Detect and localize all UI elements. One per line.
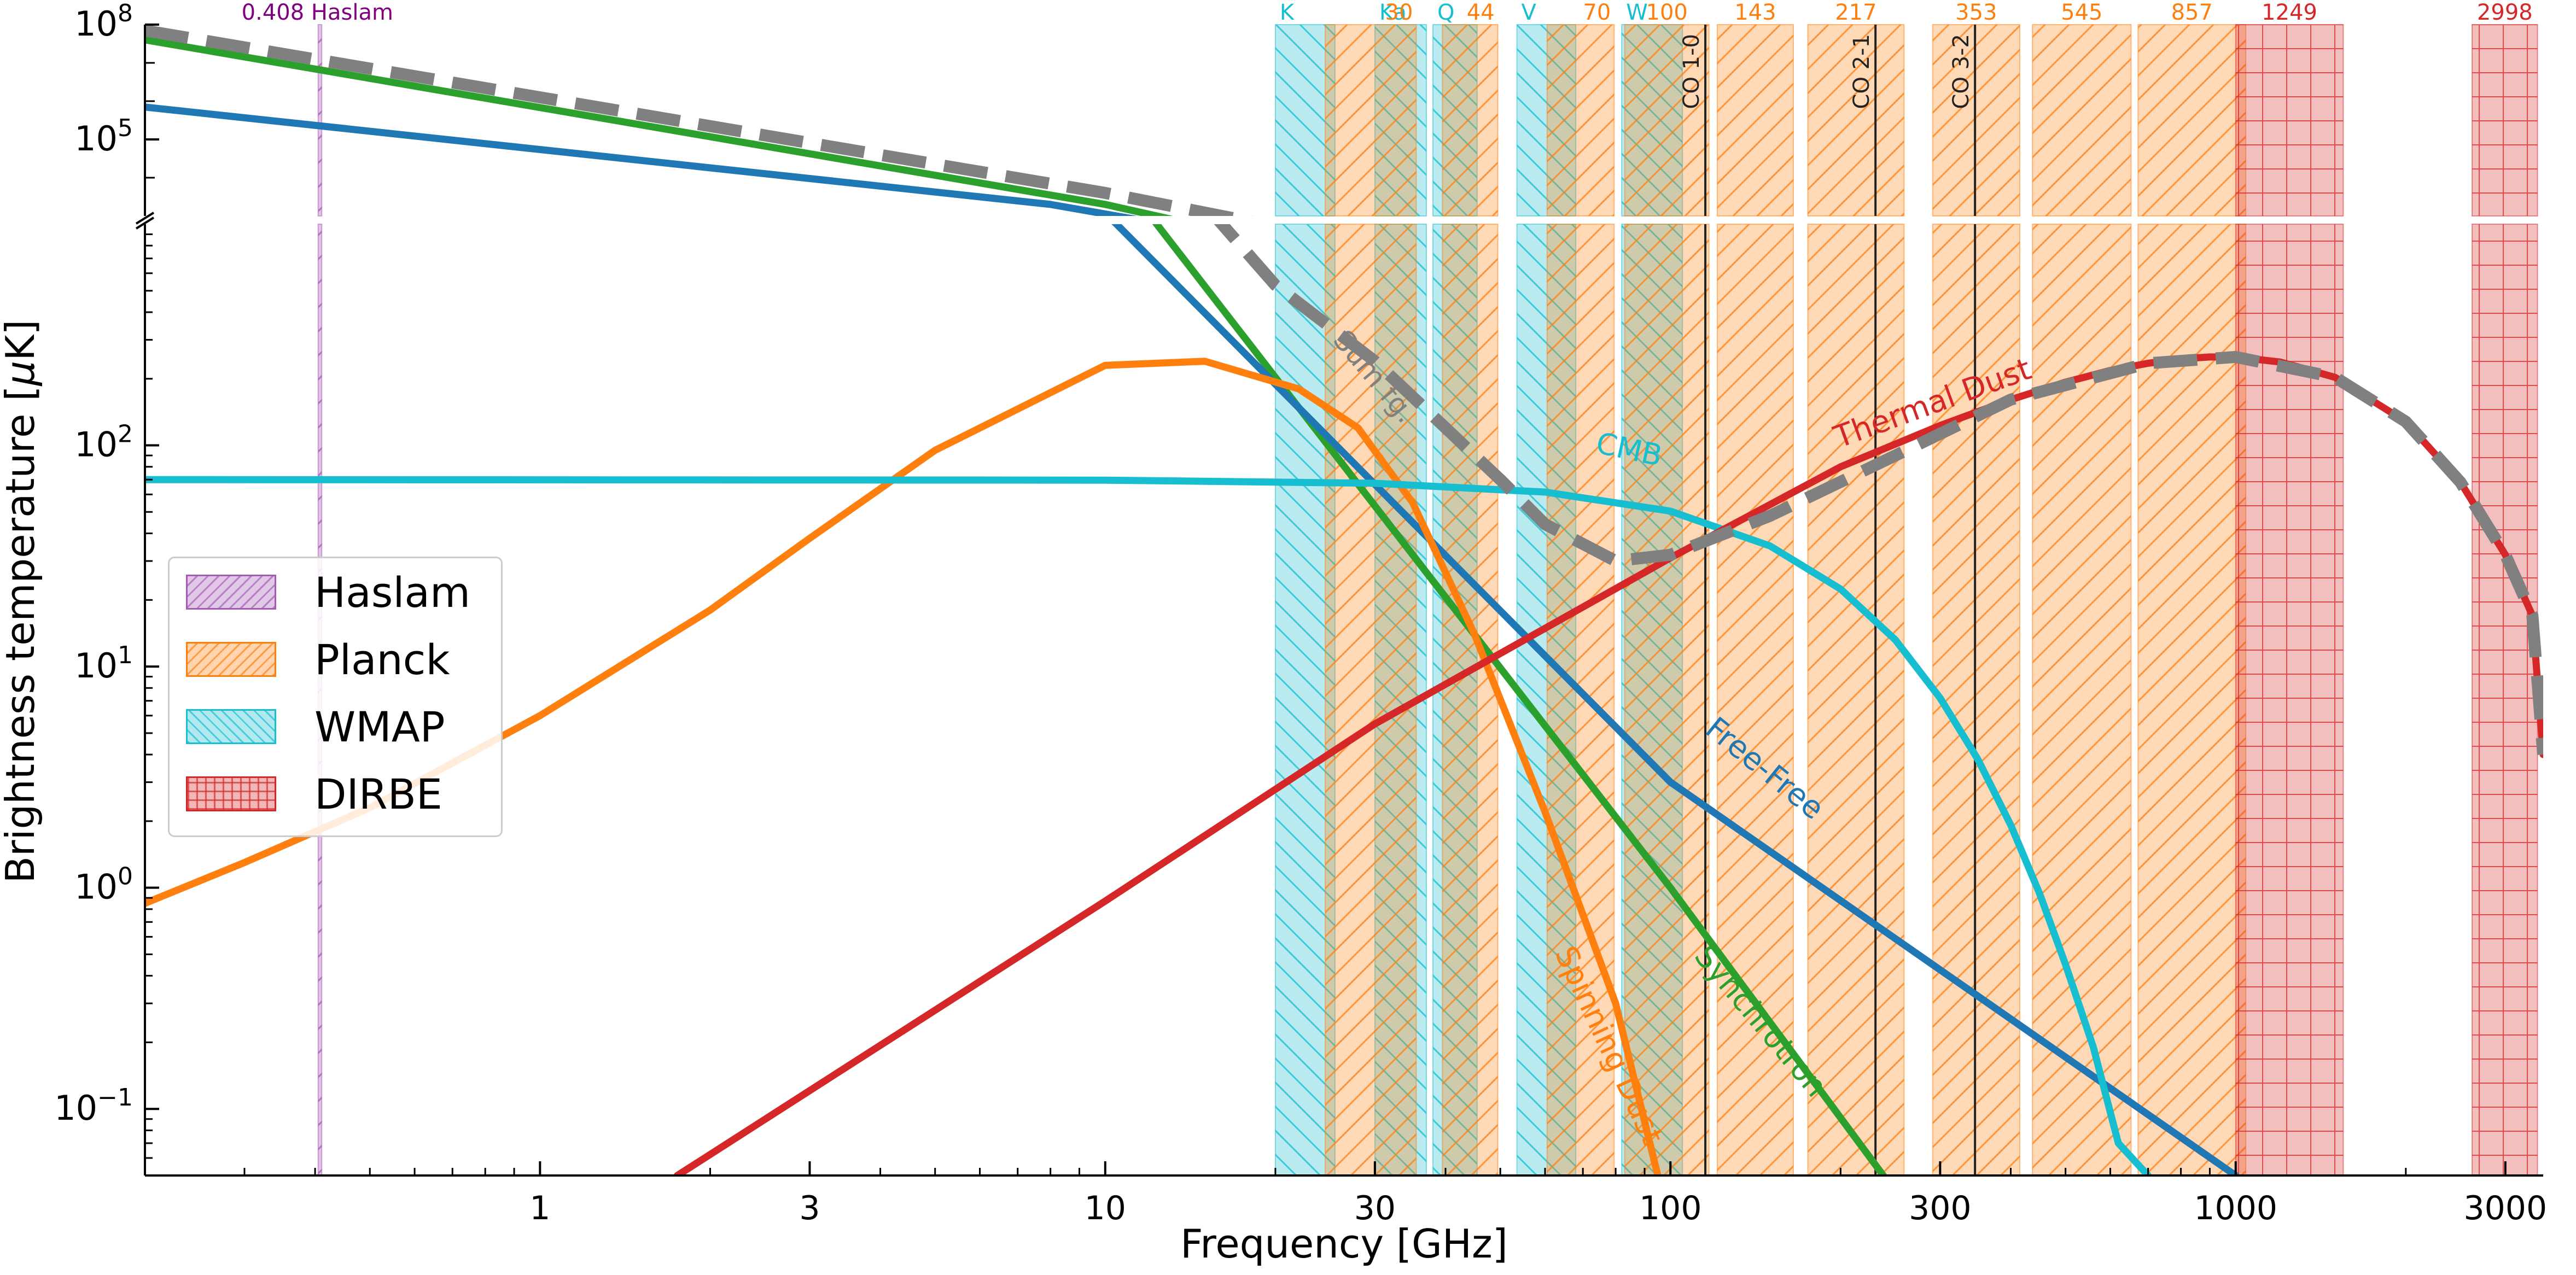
y-axis-label: Brightness temperature [μK]	[0, 319, 43, 883]
x-tick-label-3000: 3000	[2463, 1189, 2547, 1227]
x-tick-label-300: 300	[1909, 1189, 1972, 1227]
band-planck-217	[1807, 24, 1905, 1176]
y-tick-label-upper: 105	[74, 114, 133, 159]
legend-label-wmap: WMAP	[314, 702, 445, 751]
band-label-planck-353: 353	[1955, 0, 1997, 25]
series-line-cmb	[145, 476, 2152, 1175]
band-label-planck-143: 143	[1734, 0, 1776, 25]
band-label-planck-857: 857	[2171, 0, 2213, 25]
y-tick-label-lower: 100	[74, 863, 133, 907]
band-label-planck-70: 70	[1583, 0, 1611, 25]
band-hatch	[1547, 25, 1615, 216]
band-hatch	[1808, 25, 1904, 216]
band-hatch	[1808, 224, 1904, 1175]
legend-item-wmap: WMAP	[186, 702, 445, 751]
band-hatch	[2235, 25, 2344, 216]
legend-item-dirbe: DIRBE	[186, 769, 442, 818]
band-label-wmap-ka: Ka	[1379, 0, 1407, 25]
co-label-co-2-1: CO 2-1	[1849, 34, 1874, 109]
x-tick-label-10: 10	[1085, 1189, 1126, 1227]
legend-label-planck: Planck	[314, 635, 450, 684]
x-tick-label-1000: 1000	[2194, 1189, 2277, 1227]
band-hatch	[1717, 224, 1794, 1175]
band-planck-70	[1546, 24, 1615, 1176]
series-line-synchrotron	[1152, 224, 1887, 1175]
band-hatch	[1932, 25, 2020, 216]
band-label-planck-44: 44	[1467, 0, 1495, 25]
y-tick-label-lower: 102	[74, 420, 133, 465]
co-label-co-3-2: CO 3-2	[1949, 34, 1974, 109]
band-planck-857	[2137, 24, 2247, 1176]
band-hatch	[1717, 25, 1794, 216]
x-tick-label-100: 100	[1639, 1189, 1702, 1227]
x-axis-label: Frequency [GHz]	[1180, 1221, 1508, 1267]
legend-swatch-wmap	[186, 709, 276, 744]
y-tick-label-lower: 10−1	[54, 1084, 133, 1128]
band-label-planck-100: 100	[1646, 0, 1688, 25]
x-tick-label-3: 3	[799, 1189, 820, 1227]
axis-break-mark	[135, 217, 155, 230]
y-tick-label-lower: 101	[74, 641, 133, 686]
legend-swatch-dirbe	[186, 776, 276, 811]
band-label-wmap-q: Q	[1437, 0, 1454, 25]
band-hatch	[318, 25, 322, 216]
band-hatch	[1624, 224, 1709, 1175]
legend-item-haslam: Haslam	[186, 568, 471, 617]
legend-swatch-planck	[186, 642, 276, 677]
band-hatch	[2138, 25, 2246, 216]
series-line-upper-spinning-dust	[145, 239, 1658, 331]
band-hatch	[1325, 25, 1417, 216]
bands-layer	[317, 24, 2538, 1176]
band-planck-30	[1325, 24, 1417, 1176]
y-tick-label-upper: 108	[74, 0, 133, 44]
band-hatch	[1442, 224, 1498, 1175]
band-label-planck-30: 30	[1385, 0, 1413, 25]
band-dirbe-2998	[2472, 24, 2538, 1176]
band-dirbe-1249	[2235, 24, 2344, 1176]
band-label-planck-217: 217	[1835, 0, 1876, 25]
band-label-dirbe-1249: 1249	[2262, 0, 2317, 25]
band-planck-100	[1624, 24, 1710, 1176]
co-label-co-1-0: CO 1-0	[1679, 34, 1704, 109]
band-planck-44	[1442, 24, 1499, 1176]
band-label-wmap-w: W	[1626, 0, 1648, 25]
band-hatch	[2235, 224, 2344, 1175]
band-hatch	[2032, 25, 2131, 216]
legend-label-dirbe: DIRBE	[314, 769, 442, 818]
band-hatch	[2472, 224, 2538, 1175]
band-label-dirbe-2998: 2998	[2477, 0, 2533, 25]
band-hatch	[2472, 25, 2538, 216]
legend-swatch-haslam	[186, 575, 276, 610]
band-hatch	[1624, 25, 1709, 216]
band-label-wmap-v: V	[1522, 0, 1537, 25]
series-line-sum-fg	[1214, 224, 2543, 755]
band-planck-353	[1932, 24, 2020, 1176]
series-line-upper-free-free	[145, 103, 1138, 216]
series-line-free-free	[1111, 224, 2240, 1175]
legend-item-planck: Planck	[186, 635, 450, 684]
legend-label-haslam: Haslam	[314, 568, 471, 617]
band-planck-143	[1716, 24, 1794, 1176]
band-hatch	[1547, 224, 1615, 1175]
band-label-haslam-0-408-haslam: 0.408 Haslam	[242, 0, 393, 25]
band-hatch	[1442, 25, 1498, 216]
band-planck-545	[2032, 24, 2132, 1176]
legend: Haslam Planck WMAP DIRBE	[168, 557, 503, 837]
axis-break-mark	[135, 212, 155, 225]
series-line-upper-synchrotron	[145, 36, 1173, 216]
x-tick-label-1: 1	[529, 1189, 550, 1227]
band-hatch	[2138, 224, 2246, 1175]
co-lines-layer	[1704, 25, 1977, 1175]
band-label-wmap-k: K	[1280, 0, 1295, 25]
x-tick-label-30: 30	[1354, 1189, 1396, 1227]
band-label-planck-545: 545	[2061, 0, 2102, 25]
